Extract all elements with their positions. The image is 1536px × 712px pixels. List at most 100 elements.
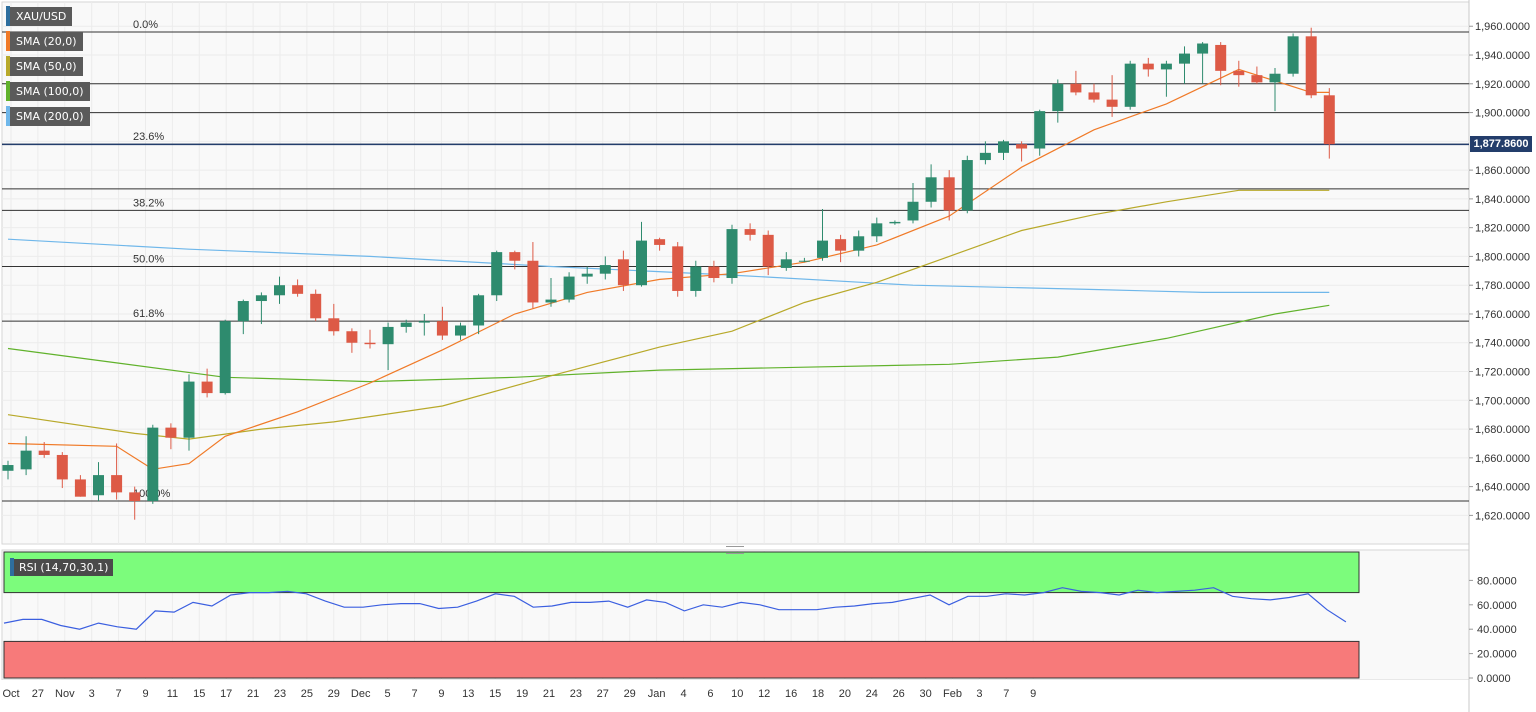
x-tick-label: 9 <box>1030 688 1036 700</box>
x-tick-label: 29 <box>328 688 340 700</box>
candle <box>979 141 991 165</box>
candle <box>292 279 304 297</box>
candle <box>255 292 267 325</box>
candle <box>998 139 1009 161</box>
y-tick-label: 1,680.0000 <box>1475 424 1530 436</box>
candle <box>418 313 430 336</box>
y-tick-label: 1,760.0000 <box>1475 309 1530 321</box>
candle <box>1088 83 1100 103</box>
candle <box>74 475 86 497</box>
candle <box>871 217 883 243</box>
x-tick-label: Feb <box>943 688 962 700</box>
candle-body <box>1269 73 1281 83</box>
candle-body <box>979 152 991 161</box>
candle-body <box>636 240 647 286</box>
indicator-tag[interactable]: SMA (50,0) <box>6 56 90 76</box>
candle-body <box>1016 144 1028 149</box>
candle-body <box>346 331 358 343</box>
rsi-oversold-zone <box>3 640 1360 679</box>
indicator-color-swatch <box>6 31 10 51</box>
candle <box>237 299 249 335</box>
candle-body <box>835 239 847 251</box>
x-tick-label: 27 <box>32 688 44 700</box>
candle <box>274 276 285 304</box>
x-tick-label: 27 <box>597 688 609 700</box>
candle <box>798 257 810 263</box>
candle <box>943 170 955 221</box>
candle-body <box>455 325 466 336</box>
rsi-line <box>3 587 1347 630</box>
x-tick-label: 30 <box>919 688 931 700</box>
candle-body <box>708 266 720 279</box>
candle-body <box>1142 63 1154 70</box>
candle <box>38 442 50 458</box>
candle-body <box>617 259 629 286</box>
candle-body <box>418 321 430 323</box>
rsi-label-tag[interactable]: RSI (14,70,30,1) <box>10 558 114 576</box>
x-tick-label: 3 <box>89 688 95 700</box>
candle <box>1124 60 1136 110</box>
x-tick-label: 16 <box>785 688 797 700</box>
candle-body <box>20 450 32 470</box>
candle-body <box>798 260 810 262</box>
candle-body <box>165 427 177 438</box>
price-badge-value: 1,877.8600 <box>1473 138 1529 150</box>
indicator-label: SMA (20,0) <box>10 31 83 51</box>
candle-body <box>400 322 412 327</box>
x-tick-label: 24 <box>866 688 878 700</box>
indicator-legend: XAU/USD SMA (20,0) SMA (50,0) SMA (100,0) S… <box>6 6 90 131</box>
candle <box>1215 42 1227 86</box>
candle-body <box>545 299 557 303</box>
x-tick-label: 21 <box>247 688 259 700</box>
symbol-tag[interactable]: XAU/USD <box>6 6 90 26</box>
x-tick-label: 15 <box>193 688 205 700</box>
candle-body <box>961 160 973 211</box>
y-tick-label: 1,860.0000 <box>1475 165 1530 177</box>
candle <box>111 443 123 500</box>
candle <box>925 164 937 208</box>
candle <box>907 183 919 224</box>
y-tick-label: 1,840.0000 <box>1475 194 1530 206</box>
y-tick-label: 1,960.0000 <box>1475 21 1530 33</box>
candle-body <box>599 265 611 274</box>
indicator-label: SMA (50,0) <box>10 56 83 76</box>
candle <box>382 322 394 371</box>
panel-resize-handle[interactable] <box>726 546 744 554</box>
candle-body <box>871 223 883 237</box>
indicator-tag[interactable]: SMA (100,0) <box>6 81 90 101</box>
candle <box>599 256 611 280</box>
candle <box>147 424 159 504</box>
x-tick-label: 21 <box>543 688 555 700</box>
x-tick-label: 9 <box>438 688 444 700</box>
candle-body <box>1197 43 1209 54</box>
candle-body <box>762 234 774 267</box>
candle <box>835 234 847 263</box>
candle-body <box>907 201 919 221</box>
y-tick-label: 1,660.0000 <box>1475 453 1530 465</box>
candle-body <box>1215 44 1227 71</box>
candle-body <box>1088 92 1100 100</box>
y-tick-label: 1,700.0000 <box>1475 395 1530 407</box>
rsi-tick-label: 20.0000 <box>1477 649 1517 661</box>
candle <box>20 436 32 476</box>
x-tick-label: 15 <box>489 688 501 700</box>
candle <box>1251 66 1263 84</box>
candle <box>563 272 575 303</box>
x-tick-label: 4 <box>680 688 686 700</box>
indicator-tag[interactable]: SMA (20,0) <box>6 31 90 51</box>
indicator-color-swatch <box>6 81 10 101</box>
x-tick-label: 6 <box>707 688 713 700</box>
candle-body <box>527 260 539 303</box>
candle-body <box>1034 111 1046 149</box>
candle-body <box>853 236 865 251</box>
candle <box>1233 60 1245 87</box>
candle <box>780 252 792 271</box>
candle-body <box>237 301 249 322</box>
candle <box>310 289 322 322</box>
candle <box>654 237 666 251</box>
indicator-tag[interactable]: SMA (200,0) <box>6 106 90 126</box>
candle-body <box>817 240 828 258</box>
x-tick-label: 12 <box>758 688 770 700</box>
candle <box>328 303 340 336</box>
